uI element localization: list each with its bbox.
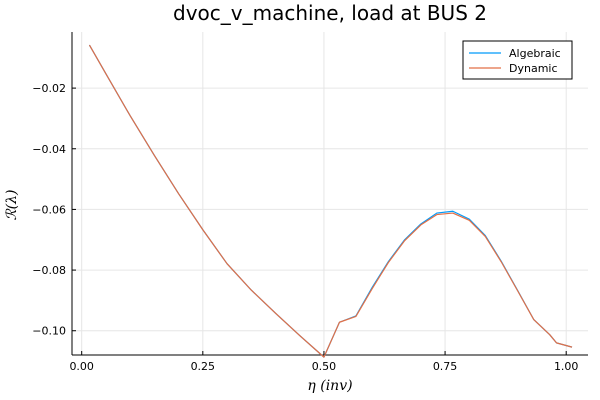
- legend-entry-label: Dynamic: [509, 62, 558, 75]
- series-line-dynamic: [88, 44, 573, 358]
- y-tick-label: −0.04: [32, 143, 66, 156]
- legend-entry-label: Algebraic: [509, 47, 561, 60]
- x-tick-label: 0.50: [312, 360, 337, 373]
- y-tick-label: −0.08: [32, 264, 66, 277]
- tick-labels: 0.00 0.25 0.50 0.75 1.00 −0.02 −0.04 −0.06 −0.08…: [32, 82, 578, 373]
- axes: [71, 32, 588, 356]
- x-tick-label: 0.75: [433, 360, 458, 373]
- y-axis-label: ℛ(λ): [4, 190, 20, 221]
- x-tick-label: 0.25: [191, 360, 216, 373]
- legend: Algebraic Dynamic: [462, 40, 573, 80]
- series-lines: [88, 44, 573, 358]
- y-tick-label: −0.10: [32, 325, 66, 338]
- x-tick-label: 0.00: [69, 360, 94, 373]
- legend-box: [462, 40, 573, 80]
- chart-title: dvoc_v_machine, load at BUS 2: [173, 1, 487, 25]
- y-tick-label: −0.06: [32, 203, 66, 216]
- x-axis-label: η (inv): [307, 378, 352, 394]
- y-tick-label: −0.02: [32, 82, 66, 95]
- x-tick-label: 1.00: [554, 360, 579, 373]
- grid: [72, 32, 588, 355]
- series-line-algebraic: [88, 44, 573, 358]
